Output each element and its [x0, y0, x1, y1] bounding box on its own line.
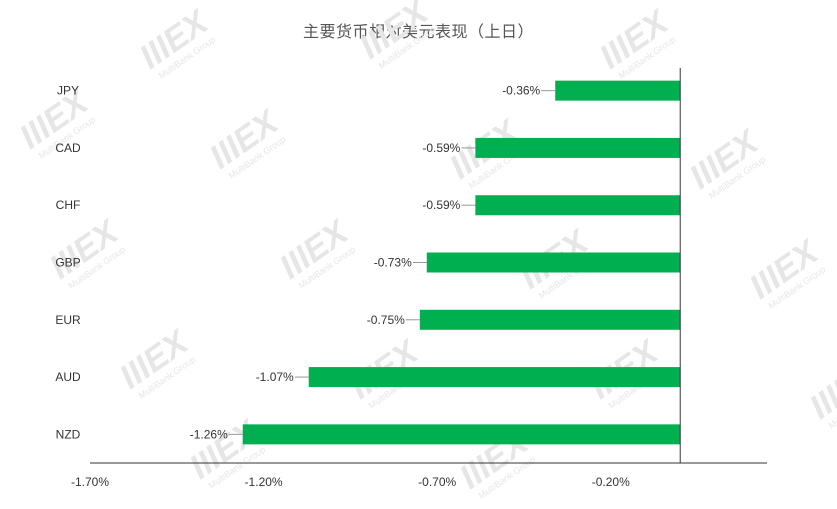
bar-aud — [308, 367, 681, 388]
category-label-chf: CHF — [56, 198, 81, 212]
svg-text:IIIEX: IIIEX — [803, 352, 837, 427]
category-label-aud: AUD — [55, 370, 81, 384]
chart-title: 主要货币相对美元表现（上日） — [302, 22, 534, 41]
data-label-eur: -0.75% — [367, 313, 405, 327]
category-label-gbp: GBP — [55, 256, 80, 270]
category-label-nzd: NZD — [56, 427, 81, 441]
x-tick-label: -1.20% — [245, 475, 283, 489]
x-tick-label: -0.20% — [592, 475, 630, 489]
bar-cad — [475, 137, 681, 158]
data-label-nzd: -1.26% — [190, 427, 228, 441]
category-label-jpy: JPY — [57, 84, 79, 98]
data-label-chf: -0.59% — [422, 198, 460, 212]
bar-eur — [419, 309, 681, 330]
data-label-cad: -0.59% — [422, 141, 460, 155]
data-label-gbp: -0.73% — [374, 256, 412, 270]
bars-layer: -0.36% JPY -0.59% CAD -0.59% CHF -0.73% GBP -0.7… — [55, 80, 681, 445]
x-tick-label: -0.70% — [418, 475, 456, 489]
bar-jpy — [555, 80, 681, 101]
category-label-eur: EUR — [55, 313, 81, 327]
data-label-aud: -1.07% — [256, 370, 294, 384]
bar-nzd — [242, 424, 681, 445]
data-label-jpy: -0.36% — [502, 84, 540, 98]
bar-chf — [475, 195, 681, 216]
x-tick-label: -1.70% — [71, 475, 109, 489]
category-label-cad: CAD — [55, 141, 81, 155]
bar-gbp — [426, 252, 681, 273]
axis-layer: -1.70% -1.20% -0.70% -0.20% — [71, 68, 767, 489]
